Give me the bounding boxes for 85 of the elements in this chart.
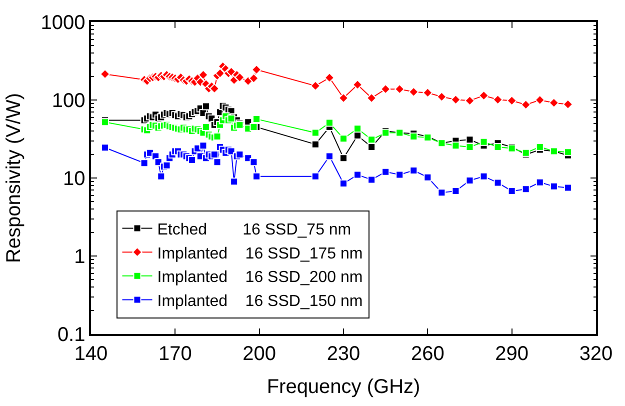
point [100,69,110,80]
x-tick-label: 170 [158,342,192,365]
point [494,178,502,187]
x-tick-label: 290 [495,342,529,365]
point [562,99,573,110]
point [380,84,391,94]
point [248,73,259,84]
legend-label: Implanted 16 SSD_200 nm [157,269,363,286]
point [536,178,544,186]
legend-label: Etched 16 SSD_75 nm [157,222,352,239]
point [340,154,348,162]
point [522,185,530,194]
point [450,94,461,105]
point [202,123,210,132]
point [422,88,433,98]
point [368,142,376,151]
point [520,100,531,110]
legend-label: Implanted 16 SSD_175 nm [157,245,363,262]
y-tick-label: 10 [63,168,86,190]
point [494,142,502,151]
point [396,170,404,179]
y-tick-label: 1 [74,246,86,268]
point [311,128,320,137]
point [480,138,488,146]
point [157,172,166,180]
point [466,136,474,144]
point [534,94,545,106]
point [368,136,376,144]
x-axis-title: Frequency (GHz) [266,376,420,398]
point [338,92,349,104]
point [250,158,258,166]
point [564,184,572,192]
point [324,72,335,83]
point [213,132,222,141]
point [464,96,475,106]
point [424,173,432,182]
point [548,98,559,108]
point [354,124,362,133]
point [354,170,362,179]
point [250,123,258,132]
point [311,172,320,180]
point [252,115,261,124]
point [234,72,245,82]
point [210,150,218,159]
point [310,80,320,91]
x-tick-label: 230 [326,342,360,365]
point [368,176,376,184]
point [436,92,447,102]
point [236,150,244,159]
point [252,172,261,180]
point [492,94,503,105]
point [438,188,446,197]
point [230,178,238,186]
point [202,102,210,110]
point [227,114,236,122]
x-tick-label: 200 [242,342,276,365]
x-tick-label: 320 [579,342,613,365]
y-tick-label: 100 [52,90,86,112]
point [352,80,363,90]
point [408,86,419,97]
point [325,118,334,127]
y-tick-label: 1000 [40,12,86,34]
point [340,134,348,143]
point [251,64,262,75]
point [213,158,222,166]
y-axis-title: Responsivity (V/W) [2,92,25,264]
point [550,182,558,190]
x-tick-label: 260 [410,342,444,365]
point [382,168,390,176]
legend-label: Implanted 16 SSD_150 nm [157,292,363,310]
point [311,140,320,148]
point [101,144,110,152]
point [564,148,572,156]
point [506,96,517,106]
point [140,159,148,168]
point [198,70,208,80]
point [199,142,208,150]
point [394,84,405,94]
point [366,92,377,104]
point [325,152,334,160]
point [480,172,488,180]
point [162,161,171,170]
point [478,90,489,101]
point [452,142,460,150]
point [209,84,220,94]
